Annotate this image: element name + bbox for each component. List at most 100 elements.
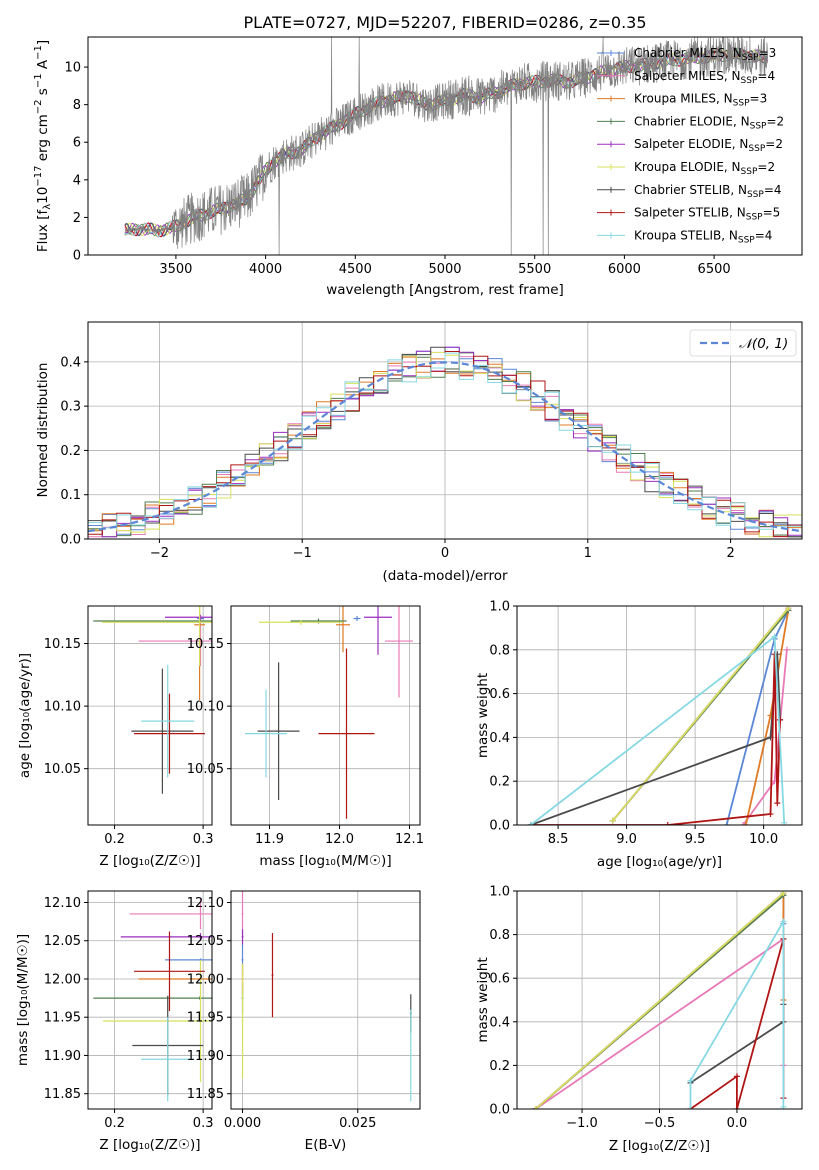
- legend-box: [689, 329, 797, 357]
- legend-entry: Salpeter ELODIE, NSSP=2: [634, 137, 783, 154]
- y-tick-label: 10.05: [44, 762, 81, 777]
- y-tick-label: 10: [64, 61, 81, 76]
- y-tick-label: 0.2: [489, 775, 510, 790]
- plot-area: [241, 891, 412, 1102]
- y-tick-label: 12.05: [187, 934, 224, 949]
- y-tick-label: 11.90: [187, 1049, 224, 1064]
- mass-weight-line: [689, 918, 785, 1109]
- panel-spectrum: 3500 4000 4500 5000 5500 6000 6500 0 2 4 6 8 10 Chabr…: [33, 36, 803, 298]
- y-tick-label: 12.10: [44, 896, 81, 911]
- x-tick-label: −1.0: [566, 1116, 598, 1131]
- x-axis-label: E(B-V): [305, 1137, 347, 1153]
- mass-weight-marker: [609, 817, 616, 824]
- x-axis-label: mass [log₁₀(M/M☉)]: [259, 853, 391, 869]
- y-tick-label: 12.10: [187, 896, 224, 911]
- x-tick-label: 0.3: [193, 832, 214, 847]
- x-axis-label: (data-model)/error: [382, 568, 508, 584]
- x-axis-label: wavelength [Angstrom, rest frame]: [326, 282, 564, 298]
- axes-frame: [87, 605, 213, 826]
- y-tick-label: 8: [73, 98, 81, 113]
- x-tick-label: 5000: [428, 262, 461, 277]
- panel-age-vs-mass: 11.9 12.0 12.1 10.05 10.10 10.15 mass [log₁₀(M…: [187, 605, 424, 869]
- x-axis-label: age [log₁₀(age/yr)]: [597, 854, 722, 870]
- y-tick-label: 0.0: [489, 1103, 510, 1118]
- figure-title: PLATE=0727, MJD=52207, FIBERID=0286, z=0…: [243, 13, 646, 32]
- legend-entry: Kroupa STELIB, NSSP=4: [634, 228, 772, 245]
- y-tick-label: 1.0: [489, 885, 510, 900]
- x-tick-label: 1: [584, 546, 592, 561]
- y-tick-label: 0.1: [60, 488, 81, 503]
- y-tick-label: 0.0: [60, 533, 81, 548]
- y-tick-label: 0.0: [489, 819, 510, 834]
- y-tick-label: 0.8: [489, 928, 510, 943]
- x-tick-label: 8.5: [548, 832, 569, 847]
- y-tick-label: 10.15: [44, 637, 81, 652]
- x-tick-label: 10.0: [749, 832, 778, 847]
- plot-area: [532, 891, 787, 1109]
- plot-area: [93, 898, 212, 1102]
- x-tick-label: 0.2: [104, 832, 125, 847]
- x-tick-label: 3500: [159, 262, 192, 277]
- x-tick-label: 5500: [518, 262, 551, 277]
- panel-massweight-vs-age: 8.5 9.0 9.5 10.0 0.0 0.2 0.4 0.6 0.8 1.0 age [log₁…: [475, 600, 803, 870]
- plot-area: [88, 346, 802, 538]
- mass-weight-line: [535, 892, 784, 1109]
- mass-weight-marker: [532, 1106, 539, 1109]
- x-tick-label: 0.2: [104, 1116, 125, 1131]
- residual-histogram: [88, 352, 802, 530]
- x-tick-label: 0.000: [224, 1116, 261, 1131]
- y-tick-label: 0.2: [489, 1059, 510, 1074]
- panel-age-vs-Z: 0.2 0.3 10.05 10.10 10.15 Z [log₁₀(Z/Z☉)] age …: [17, 605, 214, 869]
- y-tick-label: 1.0: [489, 600, 510, 615]
- plot-area: [527, 606, 792, 825]
- mass-weight-line: [612, 607, 789, 822]
- x-tick-label: 9.5: [685, 832, 706, 847]
- x-tick-label: 0.3: [193, 1116, 214, 1131]
- mass-weight-marker: [687, 1106, 694, 1109]
- mass-weight-marker: [774, 800, 781, 807]
- y-tick-label: 6: [73, 136, 81, 151]
- y-axis-label: mass weight: [475, 673, 491, 758]
- axes-frame: [87, 890, 213, 1110]
- axes-frame: [516, 605, 803, 826]
- plot-area: [245, 606, 413, 819]
- panel-massweight-vs-Z: −1.0 −0.5 0.0 0.0 0.2 0.4 0.6 0.8 1.0 Z [log₁₀(Z/…: [475, 885, 803, 1154]
- legend-entry: Salpeter MILES, NSSP=4: [634, 69, 775, 86]
- axes-frame: [230, 890, 421, 1110]
- mass-weight-marker: [780, 918, 787, 925]
- x-tick-label: −2: [150, 546, 169, 561]
- y-tick-label: 0: [73, 249, 81, 264]
- y-tick-label: 11.90: [44, 1049, 81, 1064]
- y-axis-label: mass weight: [475, 957, 491, 1042]
- mass-weight-marker: [527, 822, 534, 825]
- gaussian-curve: [88, 361, 802, 533]
- legend: Chabrier MILES, NSSP=3 Salpeter MILES, NS…: [597, 46, 784, 245]
- y-tick-label: 0.6: [489, 687, 510, 702]
- y-tick-label: 11.95: [44, 1011, 81, 1026]
- x-tick-label: 11.9: [255, 832, 284, 847]
- legend-entry: Kroupa MILES, NSSP=3: [634, 92, 767, 109]
- y-tick-label: 10.10: [187, 700, 224, 715]
- y-tick-label: 0.2: [60, 444, 81, 459]
- y-tick-label: 0.4: [489, 731, 510, 746]
- legend-entry: Chabrier ELODIE, NSSP=2: [634, 114, 784, 131]
- legend-entry: Chabrier STELIB, NSSP=4: [634, 183, 782, 200]
- y-axis-label: mass [log₁₀(M/M☉)]: [15, 934, 31, 1066]
- y-tick-label: 10.10: [44, 700, 81, 715]
- y-tick-label: 12.00: [44, 972, 81, 987]
- mass-weight-marker: [687, 1077, 694, 1084]
- y-tick-label: 0.3: [60, 400, 81, 415]
- mass-weight-marker: [771, 633, 778, 640]
- y-tick-label: 12.00: [187, 972, 224, 987]
- x-tick-label: 4000: [249, 262, 282, 277]
- mass-weight-marker: [664, 822, 671, 825]
- x-tick-label: 4500: [339, 262, 372, 277]
- x-tick-label: −1: [293, 546, 312, 561]
- y-axis-label: Normed distribution: [35, 363, 51, 498]
- y-tick-label: 0.6: [489, 972, 510, 987]
- x-axis-label: Z [log₁₀(Z/Z☉)]: [609, 1138, 710, 1154]
- x-tick-label: 9.0: [616, 832, 637, 847]
- y-tick-label: 11.85: [44, 1087, 81, 1102]
- mass-weight-line: [530, 654, 781, 825]
